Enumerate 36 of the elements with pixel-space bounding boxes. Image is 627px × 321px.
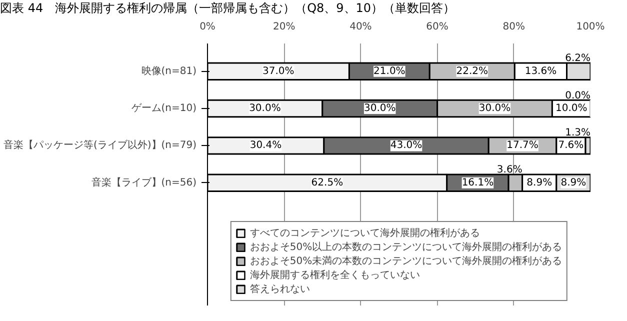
x-tick-label: 80% xyxy=(502,22,526,32)
x-tick-label: 20% xyxy=(272,22,296,32)
data-label: 7.6% xyxy=(558,140,584,152)
x-tick-label: 40% xyxy=(350,22,372,32)
data-label: 6.2% xyxy=(565,53,590,64)
data-label: 62.5% xyxy=(311,177,344,188)
x-tick-label: 60% xyxy=(426,22,448,32)
data-label: 0.0% xyxy=(565,90,590,102)
x-tick-label: 100% xyxy=(576,22,605,32)
data-label: 13.6% xyxy=(524,66,557,77)
data-label: 16.1% xyxy=(462,177,494,188)
legend-label: おおよそ50%未満の本数のコンテンツについて海外展開の権利がある xyxy=(250,254,562,268)
y-tick-label: ゲーム(n=10) xyxy=(131,103,197,114)
legend-label: すべてのコンテンツについて海外展開の権利がある xyxy=(250,226,480,240)
data-label: 8.9% xyxy=(560,177,586,188)
data-label: 30.4% xyxy=(250,140,282,152)
data-label: 10.0% xyxy=(555,103,588,114)
data-label: 43.0% xyxy=(390,140,422,152)
y-tick-label: 音楽【パッケージ等(ライブ以外)】(n=79) xyxy=(3,139,197,152)
data-label: 1.3% xyxy=(565,128,590,139)
x-tick-label: 0% xyxy=(200,22,216,32)
legend-label: おおよそ50%以上の本数のコンテンツについて海外展開の権利がある xyxy=(250,240,562,254)
data-label: 22.2% xyxy=(456,66,488,77)
data-label: 8.9% xyxy=(526,177,552,188)
y-tick-label: 映像(n=81) xyxy=(141,64,197,77)
data-label: 30.0% xyxy=(478,103,511,114)
data-label: 3.6% xyxy=(496,164,522,176)
legend-label: 答えられない xyxy=(250,283,310,296)
data-label: 21.0% xyxy=(374,66,406,77)
chart-title: 図表 44 海外展開する権利の帰属（一部帰属も含む）（Q8、9、10）（単数回答） xyxy=(0,0,456,17)
data-label: 17.7% xyxy=(506,140,538,152)
data-label: 30.0% xyxy=(364,103,396,114)
data-label: 30.0% xyxy=(249,103,281,114)
legend-label: 海外展開する権利を全くもっていない xyxy=(250,268,420,282)
y-tick-label: 音楽【ライブ】(n=56) xyxy=(91,176,197,188)
data-label: 37.0% xyxy=(262,66,294,77)
